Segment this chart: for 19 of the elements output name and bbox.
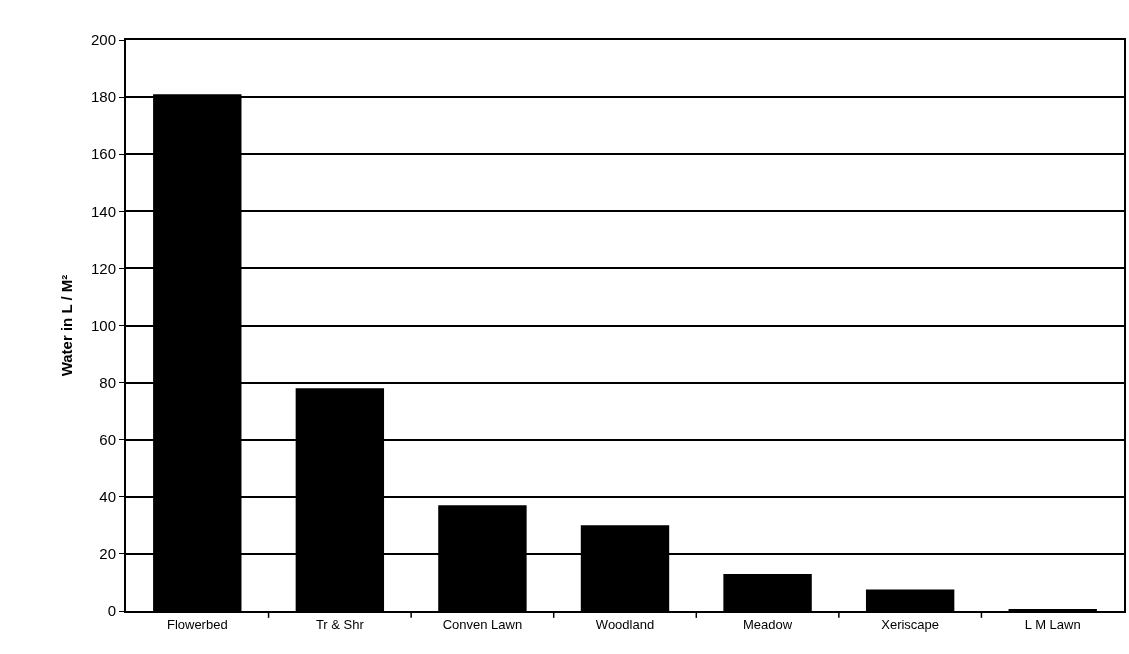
y-tick-label: 120: [90, 259, 116, 277]
x-tick-label: Flowerbed: [166, 616, 228, 632]
y-tick-label: 100: [90, 316, 116, 334]
x-tick-label: Conven Lawn: [442, 616, 523, 632]
y-tick-label: 0: [107, 602, 116, 620]
x-tick-label: Xeriscape: [881, 616, 940, 632]
y-tick-label: 60: [99, 430, 116, 448]
x-tick-label: Tr & Shr: [315, 616, 365, 632]
y-tick-label: 40: [99, 488, 116, 506]
y-tick-label: 80: [99, 373, 116, 391]
x-tick-label: L M Lawn: [1024, 616, 1081, 632]
y-tick-label: 140: [90, 202, 116, 220]
y-tick-label: 180: [90, 88, 116, 106]
y-tick-label: 200: [90, 31, 116, 49]
y-tick-label: 160: [90, 145, 116, 163]
x-tick-label: Woodland: [595, 616, 655, 632]
y-axis-title: Water in L / M²: [57, 274, 75, 377]
x-tick-label: Meadow: [743, 616, 793, 632]
y-tick-label: 20: [99, 545, 116, 563]
